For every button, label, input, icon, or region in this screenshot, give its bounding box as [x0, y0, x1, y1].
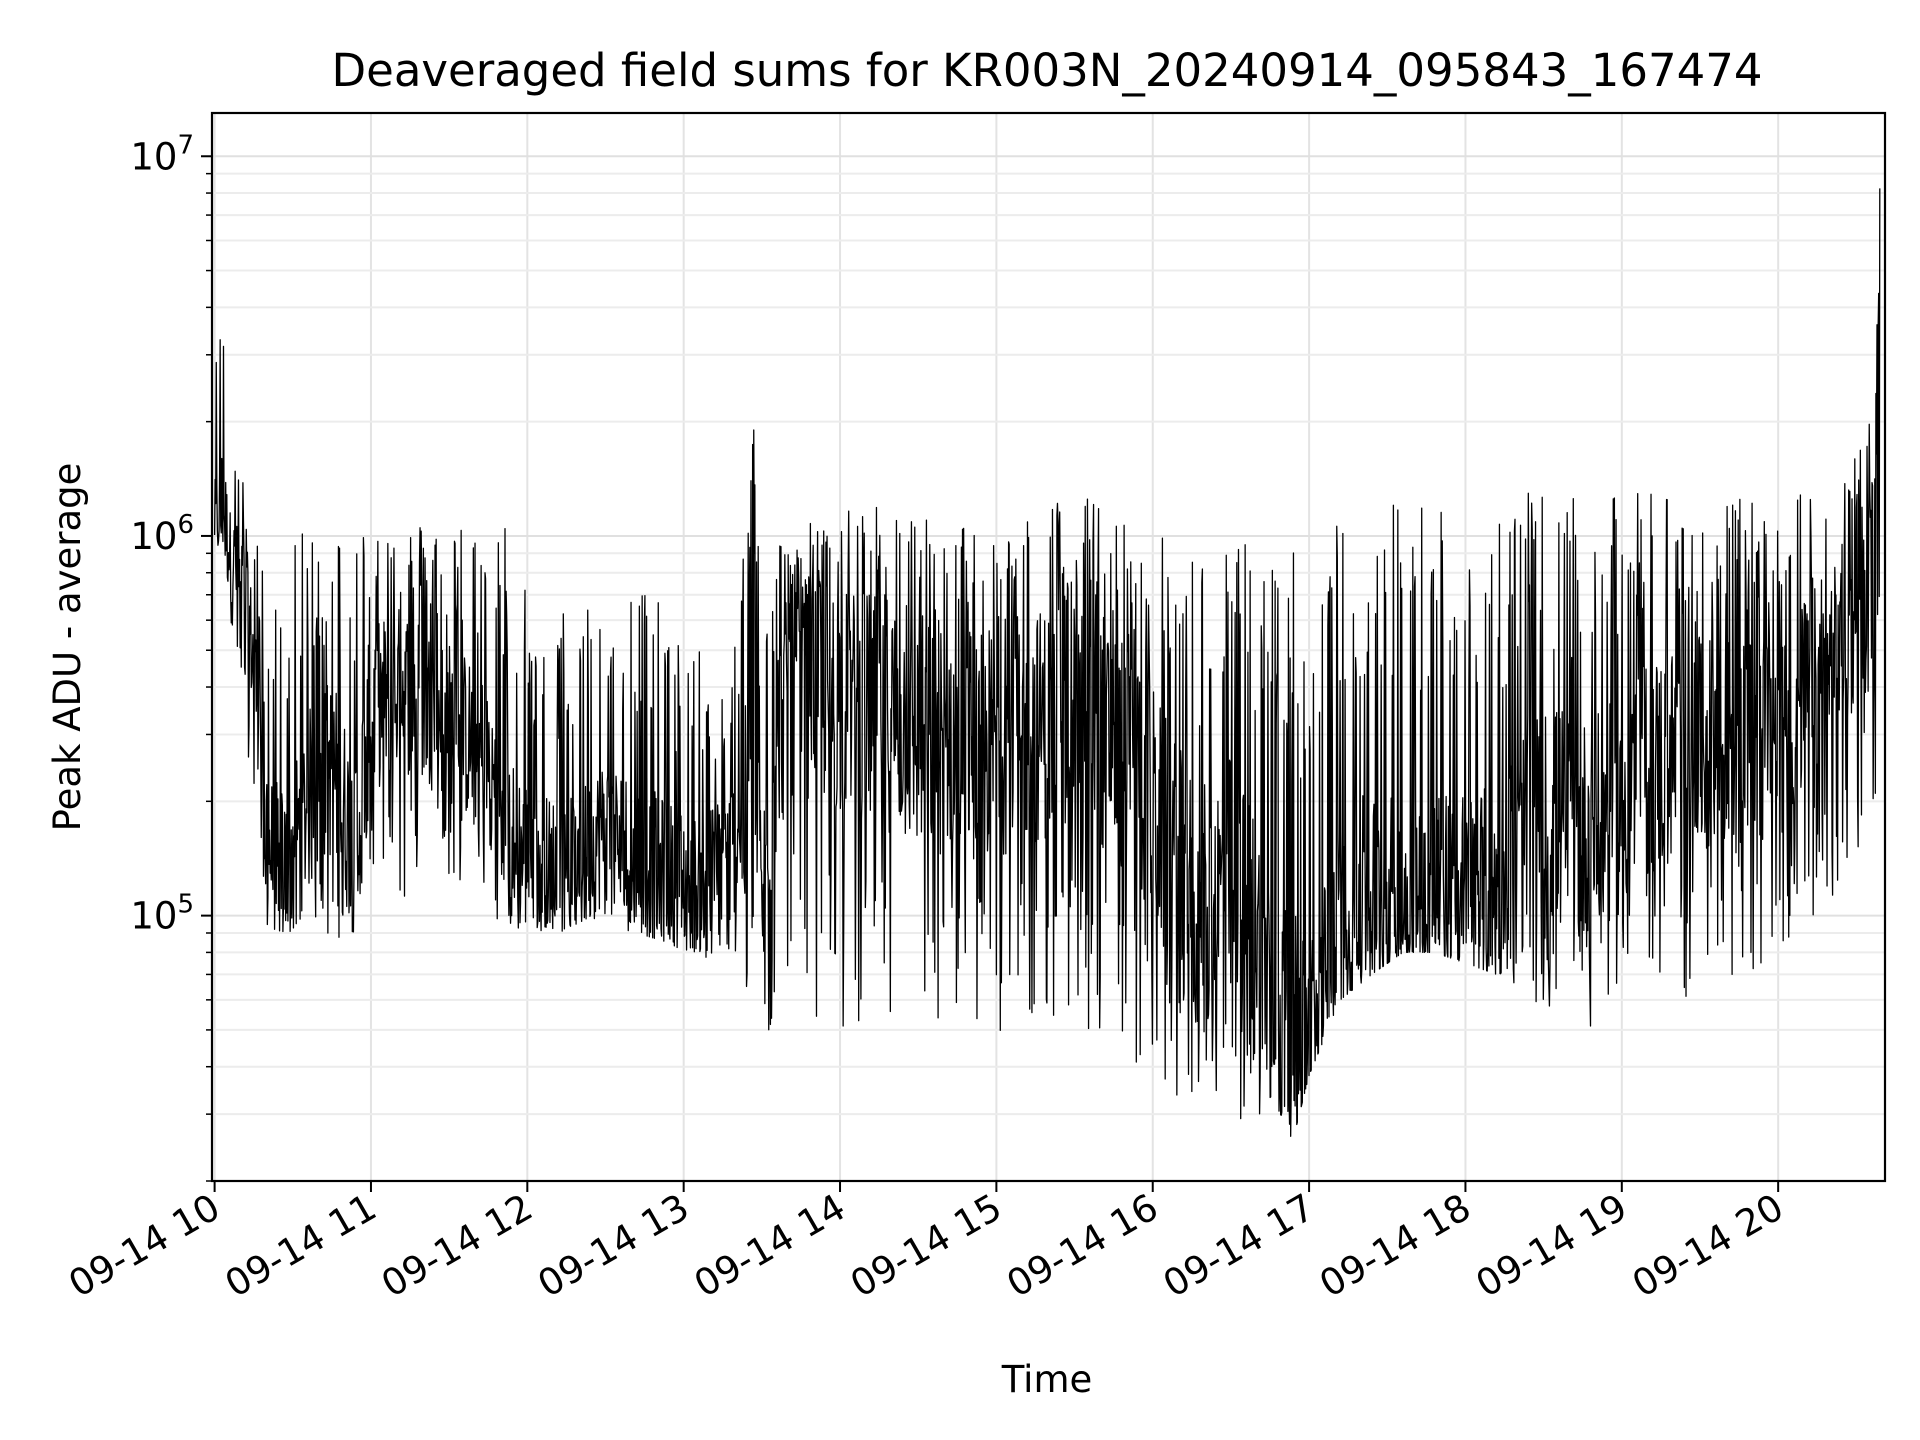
y-axis-ticks: 105 106 107 — [130, 130, 212, 1182]
x-axis-label: Time — [1001, 1358, 1093, 1401]
y-tick-label: 106 — [130, 510, 194, 558]
y-tick-label: 107 — [130, 130, 194, 178]
y-tick-label: 105 — [130, 890, 194, 938]
plot-frame — [210, 111, 1887, 1183]
y-axis-label: Peak ADU - average — [46, 463, 89, 832]
series-line — [213, 188, 1881, 1137]
chart-title: Deaveraged field sums for KR003N_2024091… — [332, 44, 1763, 97]
data-series — [213, 188, 1881, 1137]
